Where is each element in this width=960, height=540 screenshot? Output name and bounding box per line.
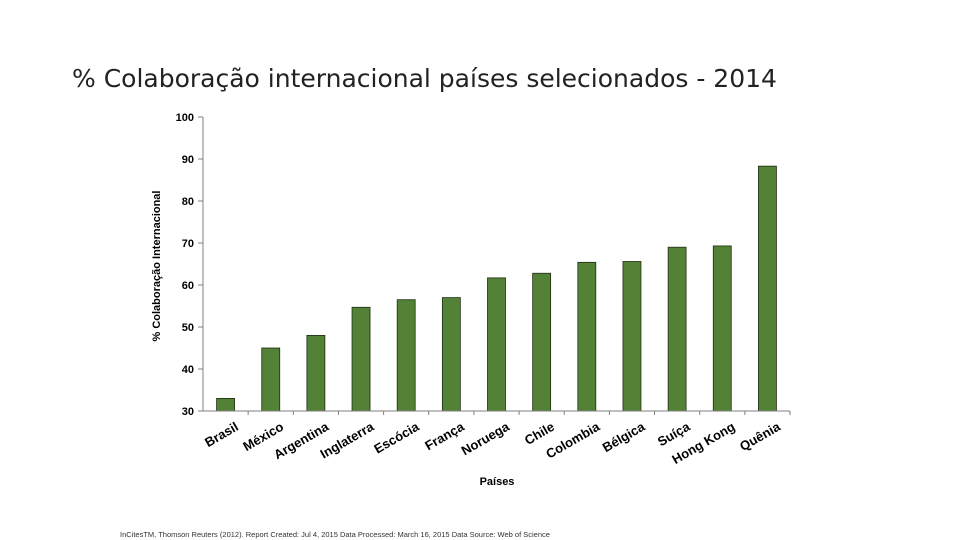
y-axis-ticks: 30 40 50 60 70 80 90 100: [176, 112, 203, 418]
bar: [396, 299, 416, 412]
bars: [216, 165, 777, 412]
y-tick-label: 60: [182, 280, 194, 292]
y-tick-label: 50: [182, 322, 194, 334]
bar-chart: 30 40 50 60 70 80 90 100 Brasil MéxicoArgentinaI…: [151, 112, 791, 488]
x-category-label: Bélgica: [600, 419, 648, 455]
bar: [622, 261, 642, 412]
x-category-label: Quênia: [737, 419, 783, 454]
bar: [667, 246, 687, 412]
bar: [351, 306, 371, 412]
bar: [532, 272, 552, 412]
bar: [487, 277, 506, 412]
source-footnote: InCitesTM, Thomson Reuters (2012). Repor…: [120, 530, 550, 539]
x-category-label: Brasil: [202, 419, 241, 450]
bar: [441, 297, 461, 412]
bar: [712, 245, 732, 412]
bar: [758, 165, 777, 412]
bar: [577, 261, 597, 412]
y-tick-label: 80: [182, 196, 194, 208]
x-axis-title: Países: [480, 476, 515, 488]
bar: [261, 347, 281, 412]
y-axis-title: % Colaboração Internacional: [151, 191, 163, 342]
slide-title: % Colaboração internacional países selec…: [72, 64, 777, 93]
bar: [306, 334, 326, 412]
y-tick-label: 100: [176, 112, 194, 124]
bar: [216, 397, 235, 412]
y-tick-label: 30: [182, 406, 194, 418]
y-tick-label: 70: [182, 238, 194, 250]
y-tick-label: 90: [182, 154, 194, 166]
y-tick-label: 40: [182, 364, 194, 376]
x-category-label: Escócia: [371, 419, 422, 457]
x-category-label: Noruega: [459, 419, 513, 459]
